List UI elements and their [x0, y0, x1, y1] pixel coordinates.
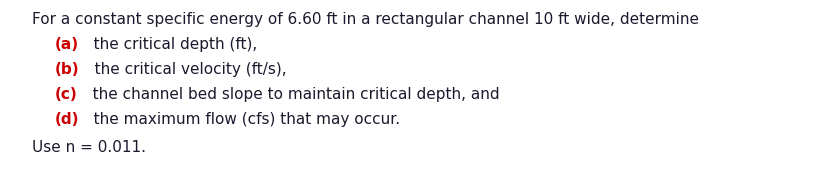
- Text: the channel bed slope to maintain critical depth, and: the channel bed slope to maintain critic…: [77, 87, 500, 102]
- Text: Use n = 0.011.: Use n = 0.011.: [32, 140, 146, 155]
- Text: the critical depth (ft),: the critical depth (ft),: [79, 37, 258, 52]
- Text: (d): (d): [55, 112, 80, 127]
- Text: the critical velocity (ft/s),: the critical velocity (ft/s),: [80, 62, 286, 77]
- Text: (c): (c): [55, 87, 77, 102]
- Text: the maximum flow (cfs) that may occur.: the maximum flow (cfs) that may occur.: [80, 112, 401, 127]
- Text: (b): (b): [55, 62, 80, 77]
- Text: For a constant specific energy of 6.60 ft in a rectangular channel 10 ft wide, d: For a constant specific energy of 6.60 f…: [32, 12, 699, 27]
- Text: (a): (a): [55, 37, 79, 52]
